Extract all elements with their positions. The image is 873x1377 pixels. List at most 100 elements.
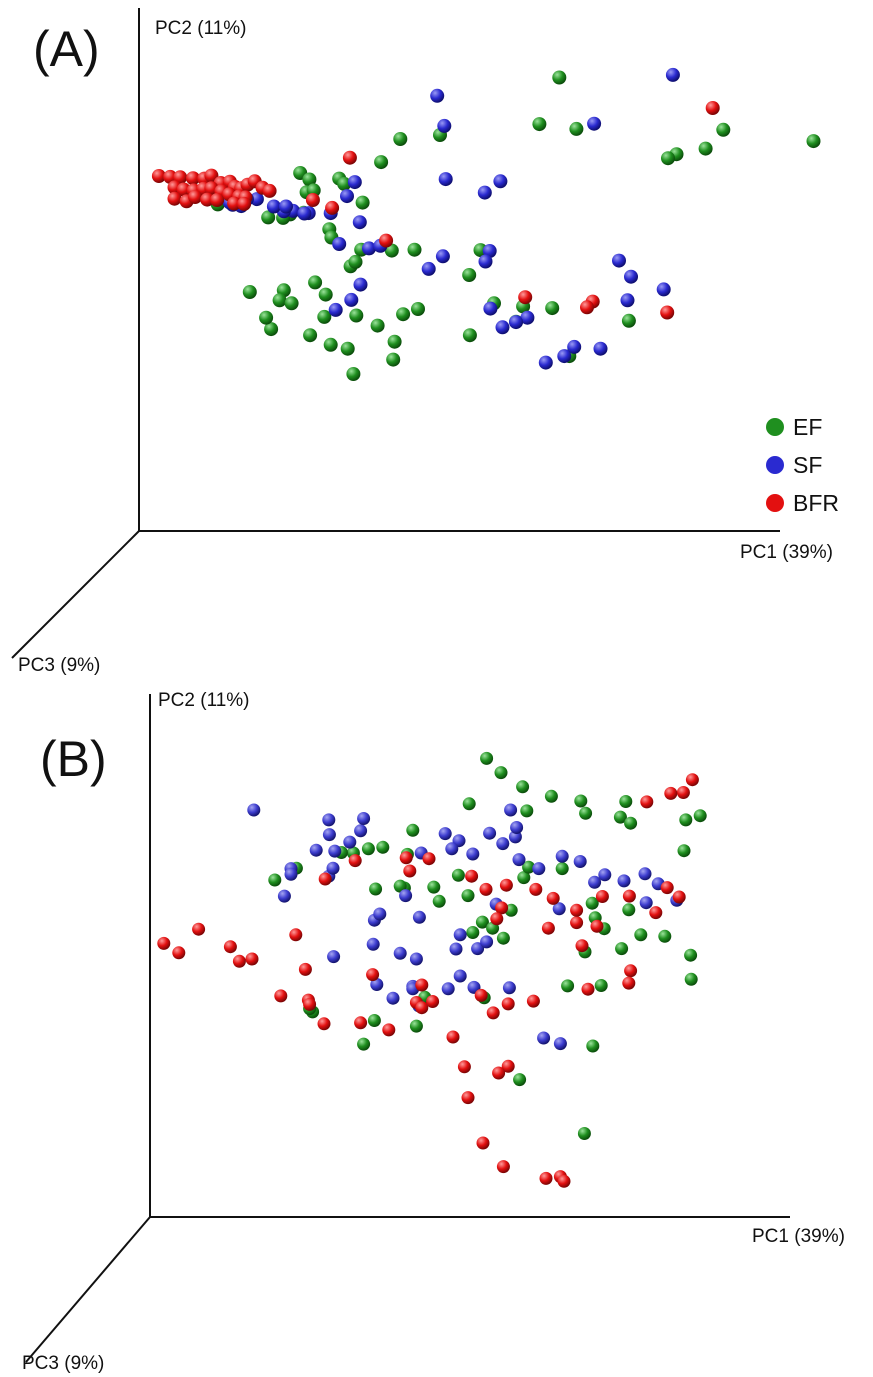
point-ef-0 bbox=[480, 751, 494, 765]
y-axis-label-a: PC2 (11%) bbox=[155, 18, 247, 39]
point-ef-52 bbox=[586, 1039, 600, 1053]
point-sf-41 bbox=[449, 942, 463, 956]
point-bfr-10 bbox=[479, 882, 493, 896]
point-sf-26 bbox=[435, 249, 450, 264]
point-sf-4 bbox=[438, 172, 453, 187]
point-sf-7 bbox=[347, 175, 362, 190]
point-sf-23 bbox=[532, 862, 546, 876]
point-bfr-35 bbox=[415, 978, 429, 992]
point-bfr-38 bbox=[660, 305, 675, 320]
point-bfr-38 bbox=[274, 989, 288, 1003]
point-sf-19 bbox=[496, 837, 510, 851]
point-bfr-12 bbox=[499, 878, 513, 892]
x-axis-label-a: PC1 (39%) bbox=[740, 542, 833, 563]
point-bfr-50 bbox=[496, 1160, 510, 1174]
point-ef-40 bbox=[387, 334, 402, 349]
point-sf-28 bbox=[612, 253, 626, 268]
point-sf-29 bbox=[624, 269, 638, 284]
point-bfr-6 bbox=[399, 851, 413, 865]
point-sf-13 bbox=[266, 199, 281, 214]
point-bfr-34 bbox=[426, 995, 440, 1008]
point-bfr-31 bbox=[474, 988, 488, 1002]
point-bfr-53 bbox=[557, 1174, 571, 1188]
point-sf-52 bbox=[327, 950, 341, 964]
point-ef-35 bbox=[555, 862, 569, 876]
point-ef-51 bbox=[513, 1073, 527, 1087]
point-sf-27 bbox=[598, 868, 612, 882]
point-sf-16 bbox=[445, 842, 459, 856]
point-bfr-56 bbox=[192, 922, 206, 936]
point-bfr-37 bbox=[580, 300, 594, 315]
point-bfr-8 bbox=[422, 852, 436, 866]
point-bfr-17 bbox=[176, 182, 191, 197]
point-ef-55 bbox=[698, 141, 713, 156]
point-sf-12 bbox=[326, 861, 340, 875]
point-bfr-32 bbox=[325, 200, 340, 215]
point-bfr-26 bbox=[622, 976, 636, 990]
point-ef-15 bbox=[376, 840, 390, 854]
pcoa-plot-a bbox=[11, 8, 821, 659]
point-sf-36 bbox=[557, 349, 572, 364]
point-bfr-5 bbox=[186, 171, 200, 186]
x-axis-label-b: PC1 (39%) bbox=[752, 1226, 845, 1247]
point-bfr-29 bbox=[501, 997, 515, 1011]
point-ef-37 bbox=[370, 318, 385, 333]
point-ef-34 bbox=[522, 860, 536, 874]
point-ef-21 bbox=[369, 882, 383, 896]
point-ef-47 bbox=[259, 310, 274, 325]
point-sf-38 bbox=[538, 355, 553, 370]
point-bfr-43 bbox=[382, 1023, 396, 1037]
point-ef-25 bbox=[407, 242, 422, 257]
point-sf-23 bbox=[362, 241, 376, 256]
point-ef-29 bbox=[462, 268, 477, 282]
point-sf-18 bbox=[483, 826, 497, 840]
point-ef-16 bbox=[361, 842, 375, 856]
point-ef-43 bbox=[622, 903, 636, 917]
point-ef-54 bbox=[577, 1127, 591, 1140]
point-bfr-7 bbox=[403, 864, 417, 878]
point-bfr-9 bbox=[465, 869, 479, 883]
point-sf-54 bbox=[441, 982, 455, 996]
point-sf-41 bbox=[344, 292, 359, 307]
point-ef-9 bbox=[679, 813, 693, 827]
point-bfr-2 bbox=[223, 940, 237, 954]
point-ef-7 bbox=[613, 810, 627, 824]
point-ef-35 bbox=[317, 309, 332, 324]
point-sf-40 bbox=[480, 935, 494, 949]
point-bfr-21 bbox=[649, 906, 663, 920]
point-bfr-45 bbox=[501, 1059, 515, 1073]
legend-label-bfr: BFR bbox=[793, 489, 839, 516]
point-bfr-1 bbox=[342, 150, 357, 165]
point-bfr-14 bbox=[546, 891, 560, 905]
point-bfr-11 bbox=[495, 901, 509, 915]
point-sf-14 bbox=[249, 192, 264, 207]
data-points-b bbox=[157, 751, 707, 1188]
point-ef-2 bbox=[516, 780, 530, 794]
point-bfr-15 bbox=[570, 916, 584, 930]
point-bfr-22 bbox=[590, 919, 604, 933]
point-ef-26 bbox=[393, 879, 407, 893]
point-ef-55 bbox=[409, 1019, 423, 1033]
point-ef-54 bbox=[661, 151, 675, 166]
point-ef-42 bbox=[684, 948, 698, 962]
point-ef-36 bbox=[585, 896, 599, 910]
point-sf-57 bbox=[399, 889, 413, 903]
point-bfr-28 bbox=[200, 192, 215, 207]
point-sf-31 bbox=[639, 896, 653, 910]
point-bfr-0 bbox=[245, 952, 259, 966]
point-ef-14 bbox=[337, 176, 352, 191]
point-ef-47 bbox=[561, 979, 575, 993]
point-sf-27 bbox=[421, 261, 436, 276]
point-sf-2 bbox=[328, 844, 342, 858]
point-ef-39 bbox=[462, 328, 477, 343]
point-sf-32 bbox=[520, 310, 535, 325]
point-sf-5 bbox=[493, 174, 508, 189]
point-ef-33 bbox=[411, 302, 425, 316]
z-axis-line bbox=[25, 1216, 151, 1363]
point-sf-3 bbox=[322, 828, 336, 842]
point-sf-37 bbox=[593, 341, 608, 356]
point-ef-49 bbox=[272, 293, 287, 308]
point-sf-29 bbox=[638, 867, 652, 881]
point-ef-28 bbox=[475, 915, 489, 929]
sf-marker-icon bbox=[766, 456, 784, 474]
